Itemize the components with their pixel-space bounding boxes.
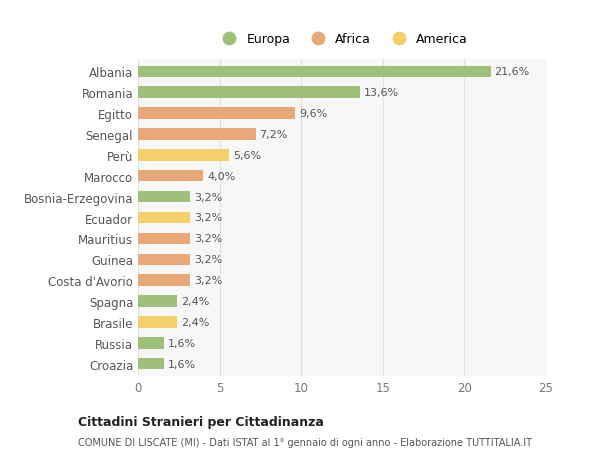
- Bar: [138, 108, 295, 120]
- Bar: [138, 67, 491, 78]
- Text: 3,2%: 3,2%: [194, 213, 223, 223]
- Bar: [138, 213, 190, 224]
- Bar: [138, 254, 190, 265]
- Text: 9,6%: 9,6%: [299, 109, 327, 119]
- Text: 3,2%: 3,2%: [194, 192, 223, 202]
- Text: 4,0%: 4,0%: [208, 171, 236, 181]
- Text: 1,6%: 1,6%: [168, 359, 196, 369]
- Text: 1,6%: 1,6%: [168, 338, 196, 348]
- Bar: [138, 150, 229, 161]
- Bar: [138, 129, 256, 140]
- Text: 3,2%: 3,2%: [194, 275, 223, 285]
- Bar: [138, 171, 203, 182]
- Text: 13,6%: 13,6%: [364, 88, 399, 98]
- Bar: [138, 275, 190, 286]
- Bar: [138, 296, 177, 307]
- Text: 3,2%: 3,2%: [194, 255, 223, 265]
- Text: Cittadini Stranieri per Cittadinanza: Cittadini Stranieri per Cittadinanza: [78, 415, 324, 428]
- Text: 5,6%: 5,6%: [233, 151, 262, 161]
- Bar: [138, 358, 164, 369]
- Bar: [138, 316, 177, 328]
- Text: 7,2%: 7,2%: [260, 130, 288, 140]
- Text: 21,6%: 21,6%: [494, 67, 530, 77]
- Text: 2,4%: 2,4%: [181, 317, 209, 327]
- Text: 2,4%: 2,4%: [181, 297, 209, 306]
- Text: 3,2%: 3,2%: [194, 234, 223, 244]
- Legend: Europa, Africa, America: Europa, Africa, America: [211, 28, 473, 51]
- Bar: [138, 337, 164, 349]
- Bar: [138, 87, 360, 99]
- Text: COMUNE DI LISCATE (MI) - Dati ISTAT al 1° gennaio di ogni anno - Elaborazione TU: COMUNE DI LISCATE (MI) - Dati ISTAT al 1…: [78, 437, 532, 447]
- Bar: [138, 233, 190, 245]
- Bar: [138, 191, 190, 203]
